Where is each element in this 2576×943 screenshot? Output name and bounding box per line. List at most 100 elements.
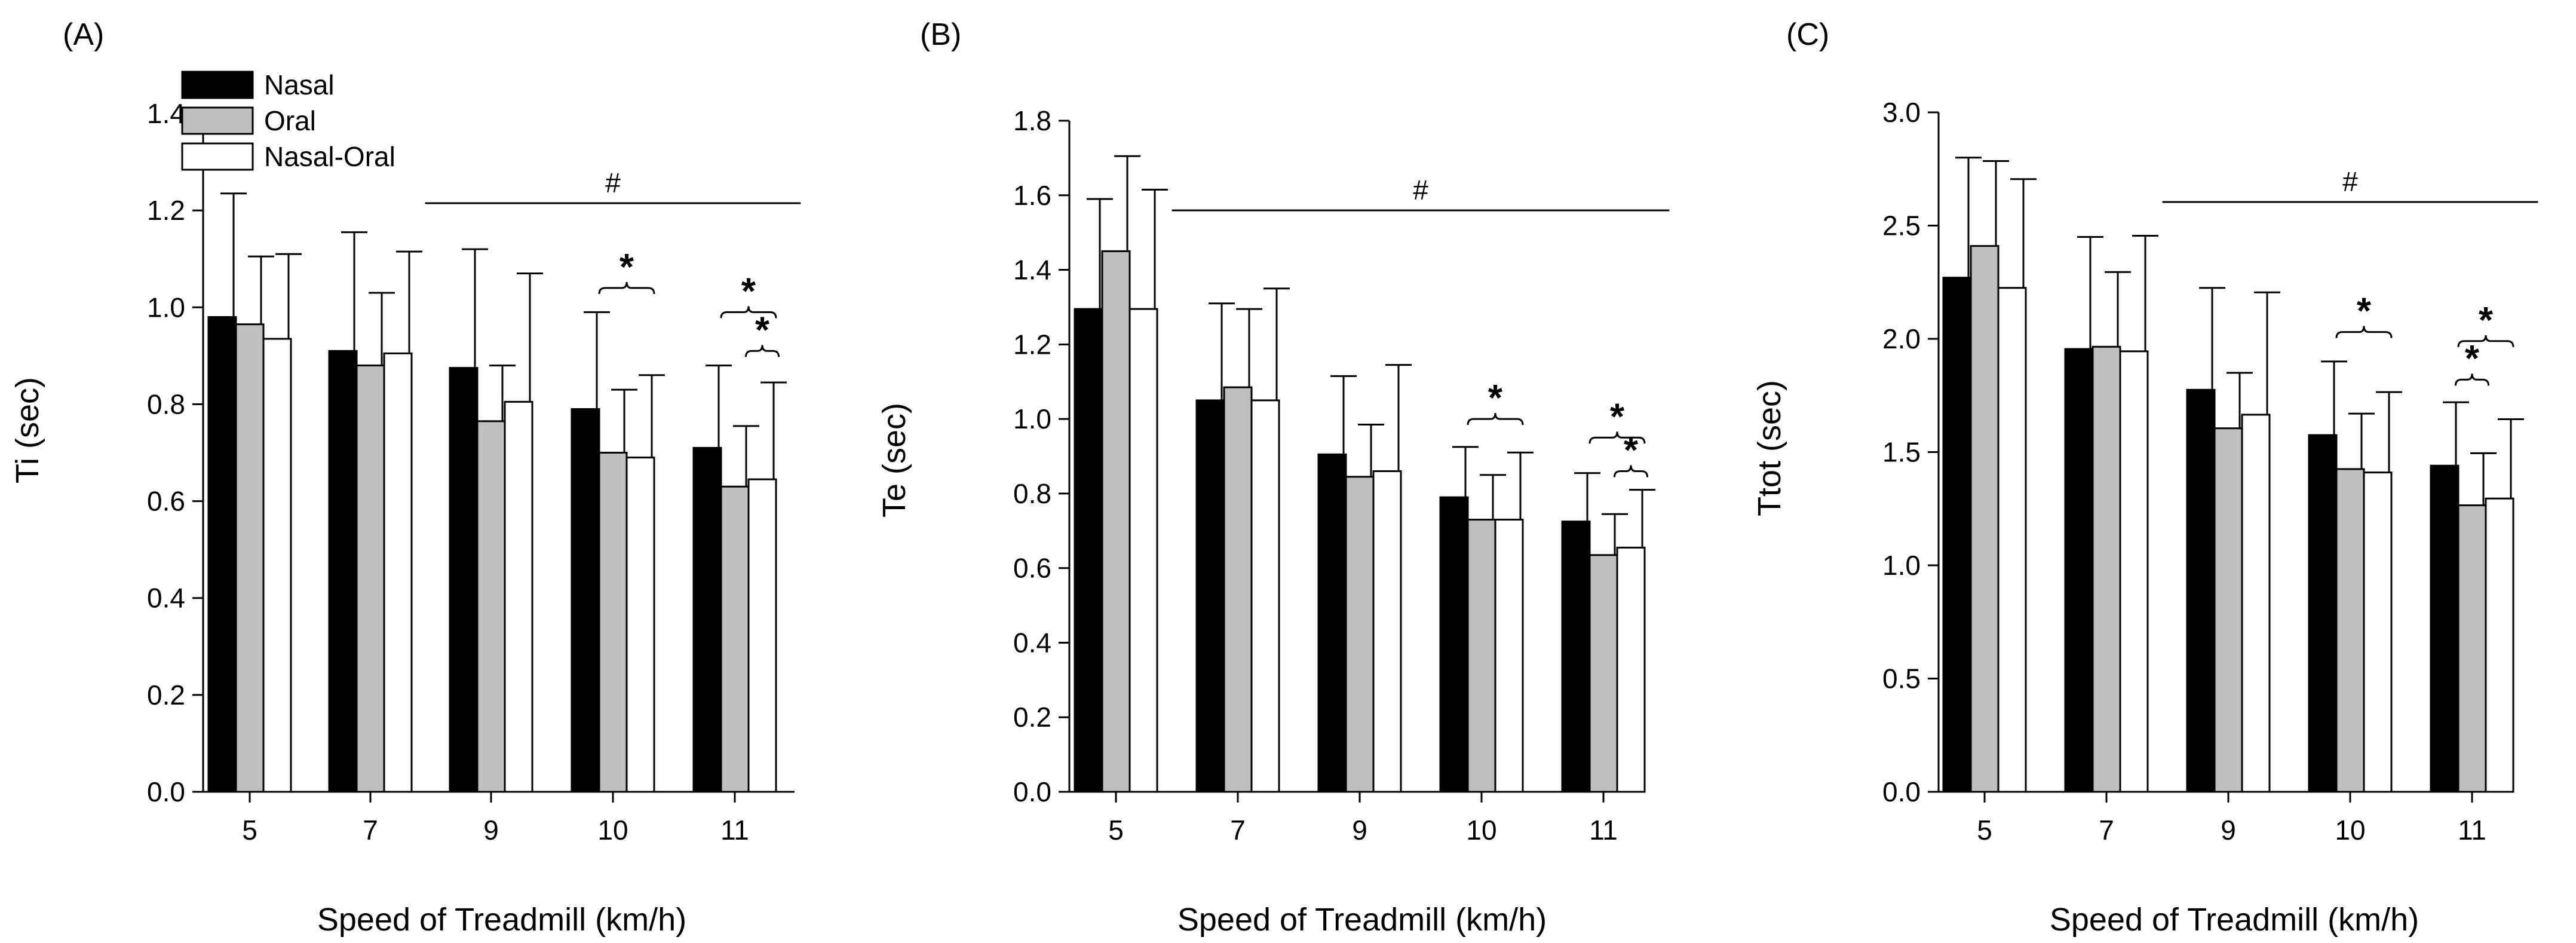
bar-nasal [1074,308,1103,793]
y-tick-label: 0.8 [147,388,185,420]
bar-nasal [1439,496,1469,793]
significance-bracket [2457,335,2514,347]
y-tick-label: 0.2 [147,679,185,711]
bar-oral [1970,245,2000,793]
x-tick-label: 10 [1466,815,1496,846]
x-tick-label: 11 [2458,815,2486,846]
x-tick-label: 9 [483,815,499,846]
significance-star: * [2465,338,2480,379]
y-tick-label: 1.2 [147,195,185,226]
legend-label-oral: Oral [264,105,316,136]
y-tick-label: 0.0 [1013,776,1051,807]
bar-oral [2457,504,2487,793]
y-tick-label: 1.6 [1013,180,1051,211]
significance-star: * [620,247,634,288]
bar-oral [1223,386,1253,793]
bar-nasal [2186,388,2216,793]
bar-oral [1467,519,1496,793]
bar-oral [476,420,506,793]
bar-nasal-oral [504,400,533,793]
bar-nasal [1317,453,1347,793]
bar-nasal-oral [383,352,413,793]
x-tick-label: 7 [2099,815,2114,846]
legend-label-nasal: Nasal [264,69,335,100]
bar-nasal [2064,348,2094,793]
y-tick-label: 1.2 [1013,329,1051,360]
legend-swatch-nasal [181,71,254,99]
bar-nasal-oral [1494,519,1524,793]
y-tick-label: 1.5 [1882,437,1921,468]
significance-bracket [744,345,780,357]
significance-hash-label: # [1413,174,1428,206]
bar-oral [2213,427,2243,793]
significance-bracket [720,306,777,319]
y-axis-title: Te (sec) [876,403,912,518]
bar-nasal-oral [262,338,292,793]
bar-oral [720,485,750,793]
x-tick-label: 11 [720,815,749,846]
bar-nasal-oral [1616,546,1646,793]
y-tick-label: 0.6 [1013,553,1051,584]
bar-nasal [2308,434,2338,793]
significance-star: * [1610,396,1625,437]
bar-nasal-oral [625,457,655,793]
y-tick-label: 0.8 [1013,478,1051,509]
significance-star: * [2479,300,2494,341]
bar-nasal [692,446,722,793]
significance-star: * [1488,378,1503,419]
chart-panel-b: (B) Speed of Treadmill (km/h) Te (sec) 0… [876,17,1670,938]
panel-label: (A) [63,17,104,52]
bar-oral [1345,476,1375,793]
y-tick-label: 1.0 [1013,403,1051,434]
bar-nasal [571,408,600,793]
y-tick-label: 0.5 [1882,663,1921,694]
bar-nasal-oral [2119,350,2149,793]
significance-star: * [1624,430,1639,471]
bar-nasal-oral [1250,399,1280,793]
bar-nasal-oral [2485,497,2514,793]
y-tick-label: 1.0 [1882,550,1921,581]
bar-nasal [1942,277,1972,793]
bar-oral [235,323,265,793]
significance-bracket [1588,431,1646,444]
y-tick-label: 0.0 [1882,776,1921,807]
legend-swatch-nasal-oral [181,142,254,171]
bar-nasal [2430,464,2460,793]
bar-nasal-oral [1997,287,2027,793]
bar-nasal [1561,521,1591,793]
significance-bracket [2335,326,2393,338]
y-tick-label: 0.0 [147,776,185,807]
legend-swatch-oral [181,106,254,135]
x-tick-label: 9 [2221,815,2236,846]
y-axis-title: Ttot (sec) [1752,380,1787,516]
chart-panel-c: (C) Speed of Treadmill (km/h) Ttot (sec)… [1752,17,2538,938]
legend-label-nasal-oral: Nasal-Oral [264,141,395,172]
x-tick-label: 5 [1977,815,1992,846]
bar-nasal [449,367,479,793]
bar-nasal [328,350,358,793]
x-axis-title: Speed of Treadmill (km/h) [2050,902,2419,938]
panel-label: (C) [1786,17,1829,52]
significance-bracket [2454,373,2490,386]
bar-oral [2092,345,2121,793]
significance-star: * [2357,291,2372,332]
bar-oral [2335,468,2365,793]
x-tick-label: 10 [597,815,628,846]
y-tick-label: 3.0 [1882,97,1921,128]
x-tick-label: 5 [1108,815,1124,846]
y-tick-label: 0.6 [147,486,185,517]
significance-bracket [1613,465,1649,477]
bar-nasal [1195,399,1225,793]
panel-label: (B) [920,17,961,52]
x-axis-title: Speed of Treadmill (km/h) [1177,902,1547,938]
y-tick-label: 0.4 [1013,627,1051,658]
significance-star: * [741,271,756,312]
x-tick-label: 5 [242,815,257,846]
y-axis-title: Ti (sec) [10,377,45,483]
bar-nasal-oral [2241,414,2271,793]
plot-area: 0.00.51.01.52.02.53.05 7 9 10 11#* ** [1882,97,2538,846]
bar-oral [1588,554,1618,793]
y-tick-label: 0.4 [147,583,185,614]
legend: Nasal Oral Nasal-Oral [181,69,395,172]
